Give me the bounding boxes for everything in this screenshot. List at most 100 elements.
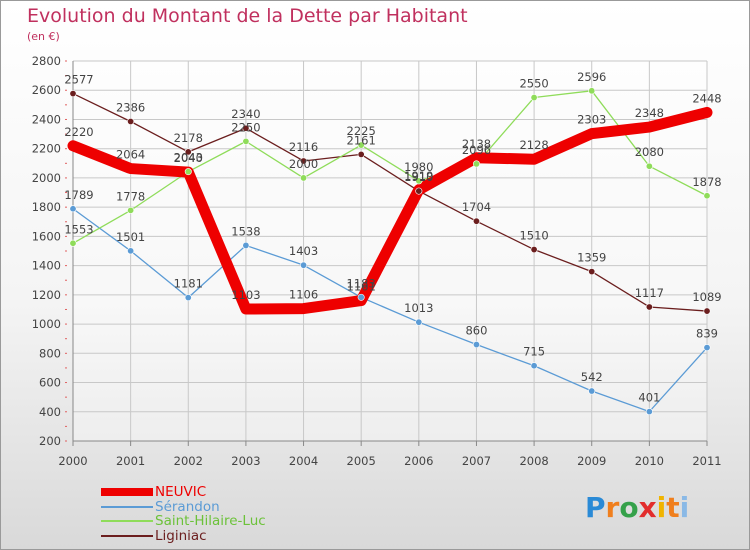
data-label: 401 — [638, 391, 660, 405]
data-point — [184, 148, 192, 156]
data-point — [357, 293, 365, 301]
y-tick-label: 2200 — [32, 142, 61, 156]
data-point — [184, 294, 192, 302]
data-point — [588, 387, 596, 395]
y-tick-label: 400 — [39, 405, 61, 419]
data-label: 2000 — [289, 157, 318, 171]
x-tick-label: 2011 — [692, 454, 721, 468]
y-tick-label: 2800 — [32, 54, 61, 68]
data-label: 1919 — [404, 169, 433, 183]
data-point — [472, 341, 480, 349]
data-label: 2550 — [519, 77, 548, 91]
data-point — [588, 268, 596, 276]
data-point — [69, 90, 77, 98]
data-point — [357, 150, 365, 158]
x-tick-label: 2003 — [231, 454, 260, 468]
data-label: 1538 — [231, 224, 260, 238]
x-tick-label: 2004 — [289, 454, 318, 468]
data-point — [530, 94, 538, 102]
x-tick-label: 2006 — [404, 454, 433, 468]
legend-label: NEUVIC — [155, 484, 207, 500]
data-label: 2116 — [289, 140, 318, 154]
data-point — [69, 239, 77, 247]
data-point — [588, 87, 596, 95]
data-label: 2303 — [577, 113, 606, 127]
y-tick-label: 200 — [39, 434, 61, 448]
series-line-serandon — [72, 208, 708, 413]
data-label: 2178 — [174, 131, 203, 145]
data-label: 2386 — [116, 101, 145, 115]
x-tick-label: 2008 — [519, 454, 548, 468]
data-label: 1501 — [116, 230, 145, 244]
data-point — [69, 205, 77, 213]
x-tick-label: 2002 — [174, 454, 203, 468]
data-point — [415, 187, 423, 195]
y-tick-label: 1400 — [32, 259, 61, 273]
x-tick-label: 2009 — [577, 454, 606, 468]
data-label: 715 — [523, 345, 545, 359]
data-point — [645, 303, 653, 311]
data-point — [242, 124, 250, 132]
y-tick-label: 1000 — [32, 317, 61, 331]
data-label: 2128 — [519, 138, 548, 152]
data-point — [530, 362, 538, 370]
data-label: 2340 — [231, 107, 260, 121]
data-point — [645, 408, 653, 416]
y-tick-label: 1800 — [32, 200, 61, 214]
x-tick-label: 2007 — [462, 454, 491, 468]
data-point — [127, 247, 135, 255]
logo-letter: i — [656, 491, 667, 524]
series-line-saint-hilaire-luc — [72, 90, 708, 244]
data-point — [530, 246, 538, 254]
y-tick-label: 600 — [39, 376, 61, 390]
data-label: 1183 — [347, 276, 376, 290]
data-point — [300, 261, 308, 269]
data-label: 1359 — [577, 251, 606, 265]
data-point — [127, 118, 135, 126]
data-label: 1980 — [404, 160, 433, 174]
data-label: 1181 — [174, 277, 203, 291]
data-point — [472, 217, 480, 225]
data-point — [415, 318, 423, 326]
data-label: 2220 — [64, 125, 93, 139]
data-label: 1106 — [289, 288, 318, 302]
y-tick-label: 1600 — [32, 229, 61, 243]
data-label: 1910 — [404, 170, 433, 184]
data-label: 2250 — [231, 120, 260, 134]
legend-label: Liginiac — [155, 527, 207, 544]
y-tick-label: 2600 — [32, 83, 61, 97]
data-point — [703, 344, 711, 352]
logo-letter: i — [679, 491, 690, 524]
data-label: 839 — [696, 327, 718, 341]
data-label: 2596 — [577, 70, 606, 84]
data-point — [703, 307, 711, 315]
data-label: 1013 — [404, 301, 433, 315]
data-label: 1510 — [519, 229, 548, 243]
legend-swatch — [101, 505, 153, 508]
data-point — [300, 174, 308, 182]
y-tick-label: 800 — [39, 346, 61, 360]
data-label: 2577 — [64, 73, 93, 87]
legend-label: Saint-Hilaire-Luc — [155, 513, 266, 529]
data-label: 2040 — [174, 151, 203, 165]
logo-letter: o — [619, 491, 639, 524]
data-label: 2096 — [462, 143, 491, 157]
data-label: 2064 — [116, 148, 145, 162]
y-tick-label: 2400 — [32, 112, 61, 126]
data-point — [357, 141, 365, 149]
x-tick-label: 2001 — [116, 454, 145, 468]
logo-letter: r — [605, 491, 620, 524]
x-tick-label: 2000 — [58, 454, 87, 468]
data-point — [300, 157, 308, 165]
chart-title: Evolution du Montant de la Dette par Hab… — [27, 5, 468, 27]
data-point — [472, 160, 480, 168]
data-point — [645, 162, 653, 170]
data-point — [242, 137, 250, 145]
data-label: 1704 — [462, 200, 491, 214]
data-label: 542 — [581, 370, 603, 384]
data-label: 1117 — [635, 286, 664, 300]
series-line-neuvic — [67, 106, 713, 315]
data-label: 2138 — [462, 137, 491, 151]
